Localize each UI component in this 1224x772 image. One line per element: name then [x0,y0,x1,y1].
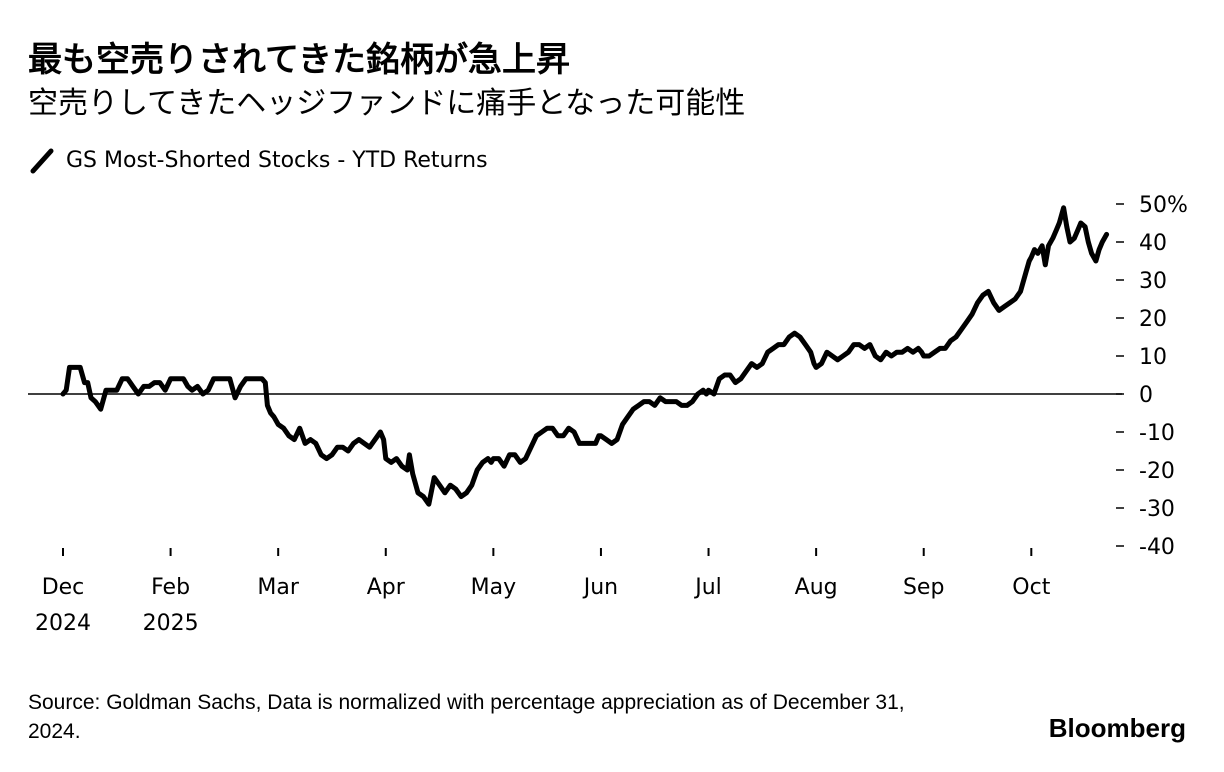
x-tick-label: Oct [1012,575,1050,600]
legend-label: GS Most-Shorted Stocks - YTD Returns [66,148,488,173]
y-tick-label: 0 [1139,383,1153,408]
x-tick-label: Dec [42,575,85,600]
source-note: Source: Goldman Sachs, Data is normalize… [28,691,905,743]
y-tick-label: 40 [1139,231,1167,256]
x-tick-label: Mar [257,575,299,600]
y-tick-label: 30 [1139,269,1167,294]
x-tick-label: Jun [582,575,618,600]
y-tick-label: -10 [1139,421,1175,446]
chart-title: 最も空売りされてきた銘柄が急上昇 [28,40,570,80]
line-icon [30,146,54,176]
y-tick-label: 10 [1139,345,1167,370]
bloomberg-logo: Bloomberg [1048,713,1186,743]
x-tick-sublabel: 2024 [35,611,91,636]
legend: GS Most-Shorted Stocks - YTD Returns [30,146,488,176]
y-tick-label: 50% [1139,193,1188,218]
series-line [60,205,1110,507]
chart-subtitle: 空売りしてきたヘッジファンドに痛手となった可能性 [28,86,746,121]
y-tick-label: -40 [1139,535,1175,560]
x-tick-sublabel: 2025 [143,611,199,636]
x-tick-label: Apr [367,575,406,600]
x-tick-label: May [471,575,516,600]
y-tick-label: 20 [1139,307,1167,332]
x-tick-label: Sep [903,575,944,600]
y-tick-label: -20 [1139,459,1175,484]
y-tick-label: -30 [1139,497,1175,522]
line-chart: 50% 40 30 20 10 0 -10 -20 -30 -40 Dec 2024 Feb 2025 Ma… [28,193,1188,636]
x-tick-label: Aug [795,575,838,600]
x-tick-label: Jul [693,575,722,600]
chart-area: 50% 40 30 20 10 0 -10 -20 -30 -40 Dec 2024 Feb 2025 Ma… [0,180,1224,640]
x-tick-label: Feb [151,575,190,600]
